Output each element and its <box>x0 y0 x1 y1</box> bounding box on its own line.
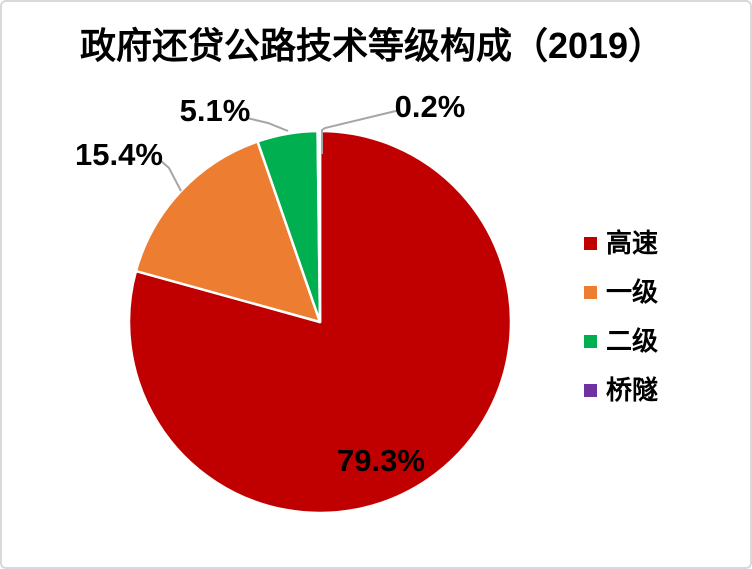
pie-slice-qiaosui <box>316 129 322 324</box>
legend-item-qiaosui: 桥隧 <box>584 376 658 404</box>
pie-slice-yiji <box>134 140 322 324</box>
legend-item-erji: 二级 <box>584 327 658 355</box>
legend-item-gaosu: 高速 <box>584 229 658 257</box>
leader-line-qiaosui <box>321 109 401 154</box>
legend-swatch-erji <box>584 334 597 348</box>
legend-swatch-gaosu <box>584 236 597 250</box>
data-label-yiji: 15.4% <box>75 137 163 172</box>
legend-item-yiji: 一级 <box>584 278 658 306</box>
leader-line-erji <box>246 117 289 132</box>
data-label-erji: 5.1% <box>180 93 251 128</box>
leader-line-yiji <box>159 159 182 192</box>
legend-swatch-qiaosui <box>584 383 597 397</box>
data-label-qiaosui: 0.2% <box>395 89 466 124</box>
legend-swatch-yiji <box>584 285 597 299</box>
legend: 高速 一级 二级 桥隧 <box>584 229 658 404</box>
chart-title: 政府还贷公路技术等级构成（2019） <box>79 25 665 66</box>
legend-label-qiaosui: 桥隧 <box>606 375 659 405</box>
data-label-gaosu: 79.3% <box>337 443 425 478</box>
legend-label-erji: 二级 <box>606 326 659 356</box>
legend-label-yiji: 一级 <box>606 277 659 307</box>
legend-label-gaosu: 高速 <box>606 228 659 258</box>
